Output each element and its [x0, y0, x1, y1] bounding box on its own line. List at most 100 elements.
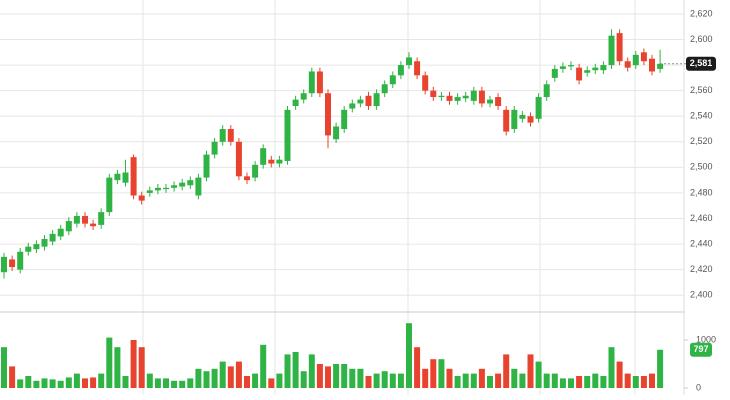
candle-body: [535, 97, 542, 119]
candle-body: [640, 52, 647, 62]
candle-body: [284, 109, 291, 161]
candle-body: [325, 93, 331, 136]
volume-bar: [438, 359, 445, 388]
candle-body: [341, 109, 348, 130]
volume-bar: [25, 376, 32, 388]
volume-bar: [478, 368, 485, 388]
volume-bar: [17, 379, 24, 388]
candle-body: [592, 67, 599, 71]
candle-body: [227, 129, 234, 142]
volume-bar: [454, 376, 461, 388]
last-price-label: 2,581: [690, 58, 713, 68]
candle-body: [551, 68, 558, 78]
volume-bar: [584, 376, 591, 388]
candle-body: [430, 90, 437, 98]
candle-body: [438, 95, 445, 98]
volume-bar: [122, 376, 129, 388]
volume-bar: [527, 354, 534, 388]
last-price-box: [686, 56, 716, 71]
volume-bar: [568, 378, 574, 388]
volume-bar: [316, 364, 323, 388]
volume-bar: [171, 380, 178, 388]
candle-body: [211, 141, 218, 155]
candle-body: [90, 223, 97, 227]
volume-bar: [235, 361, 242, 388]
volume-bar: [462, 373, 469, 388]
candle-body: [349, 103, 356, 109]
candle-body: [163, 187, 169, 190]
volume-bar: [600, 376, 607, 388]
volume-bar: [559, 378, 566, 388]
candle-body: [414, 61, 421, 76]
volume-bar: [616, 361, 623, 388]
y-tick-label: 2,400: [690, 290, 713, 300]
volume-tick-label: 1000: [696, 334, 716, 344]
candle-body: [608, 35, 615, 66]
volume-bar: [195, 368, 202, 388]
candle-body: [300, 93, 307, 100]
last-volume-label: 797: [693, 344, 708, 354]
candle-body: [446, 95, 453, 101]
volume-bar: [470, 373, 477, 388]
volume-bar: [276, 373, 283, 388]
volume-bar: [373, 373, 380, 388]
candle-body: [260, 148, 267, 165]
candle-body: [333, 126, 340, 140]
volume-bar: [397, 373, 404, 388]
volume-bar: [657, 349, 664, 388]
volume-bar: [406, 323, 412, 388]
candle-body: [470, 90, 477, 101]
volume-bar: [300, 371, 307, 388]
volume-bar: [349, 368, 356, 388]
candle-body: [195, 177, 202, 196]
volume-bar: [33, 380, 40, 388]
volume-bar: [325, 366, 331, 388]
volume-bar: [73, 373, 80, 388]
volume-bar: [487, 376, 493, 388]
volume-bar: [624, 373, 631, 388]
candle-body: [98, 212, 105, 225]
y-tick-label: 2,540: [690, 111, 713, 121]
candle-body: [406, 57, 412, 66]
volume-bar: [49, 379, 56, 388]
candle-body: [268, 159, 275, 164]
candle-body: [649, 58, 655, 72]
volume-bar: [9, 366, 16, 388]
volume-bar: [268, 378, 275, 388]
volume-bar: [82, 378, 88, 388]
volume-bar: [414, 347, 421, 388]
volume-bar: [495, 373, 502, 388]
candle-body: [235, 141, 242, 177]
candle-body: [73, 215, 80, 224]
candle-body: [106, 177, 113, 213]
volume-bar: [535, 361, 542, 388]
candle-body: [503, 109, 510, 132]
volume-bar: [260, 344, 267, 388]
volume-bar: [389, 373, 396, 388]
y-tick-label: 2,620: [690, 8, 713, 18]
candle-body: [276, 159, 283, 164]
candle-body: [1, 256, 7, 273]
candle-body: [357, 99, 364, 104]
volume-bar: [333, 364, 340, 388]
candle-body: [33, 244, 40, 250]
y-tick-label: 2,560: [690, 85, 713, 95]
volume-bar: [543, 373, 550, 388]
candle-body: [624, 61, 631, 68]
volume-bar: [381, 371, 388, 388]
candle-body: [559, 66, 566, 69]
volume-bar: [187, 378, 194, 388]
candle-body: [171, 185, 178, 188]
candle-body: [397, 65, 404, 76]
volume-bar: [179, 380, 186, 388]
volume-bar: [284, 354, 291, 388]
volume-bar: [503, 354, 510, 388]
candle-body: [462, 95, 469, 99]
volume-bar: [649, 373, 655, 388]
volume-bar: [446, 368, 453, 388]
candle-body: [487, 99, 493, 104]
candle-body: [122, 172, 129, 183]
candle-body: [130, 157, 137, 196]
candle-body: [527, 116, 534, 123]
volume-bar: [551, 373, 558, 388]
